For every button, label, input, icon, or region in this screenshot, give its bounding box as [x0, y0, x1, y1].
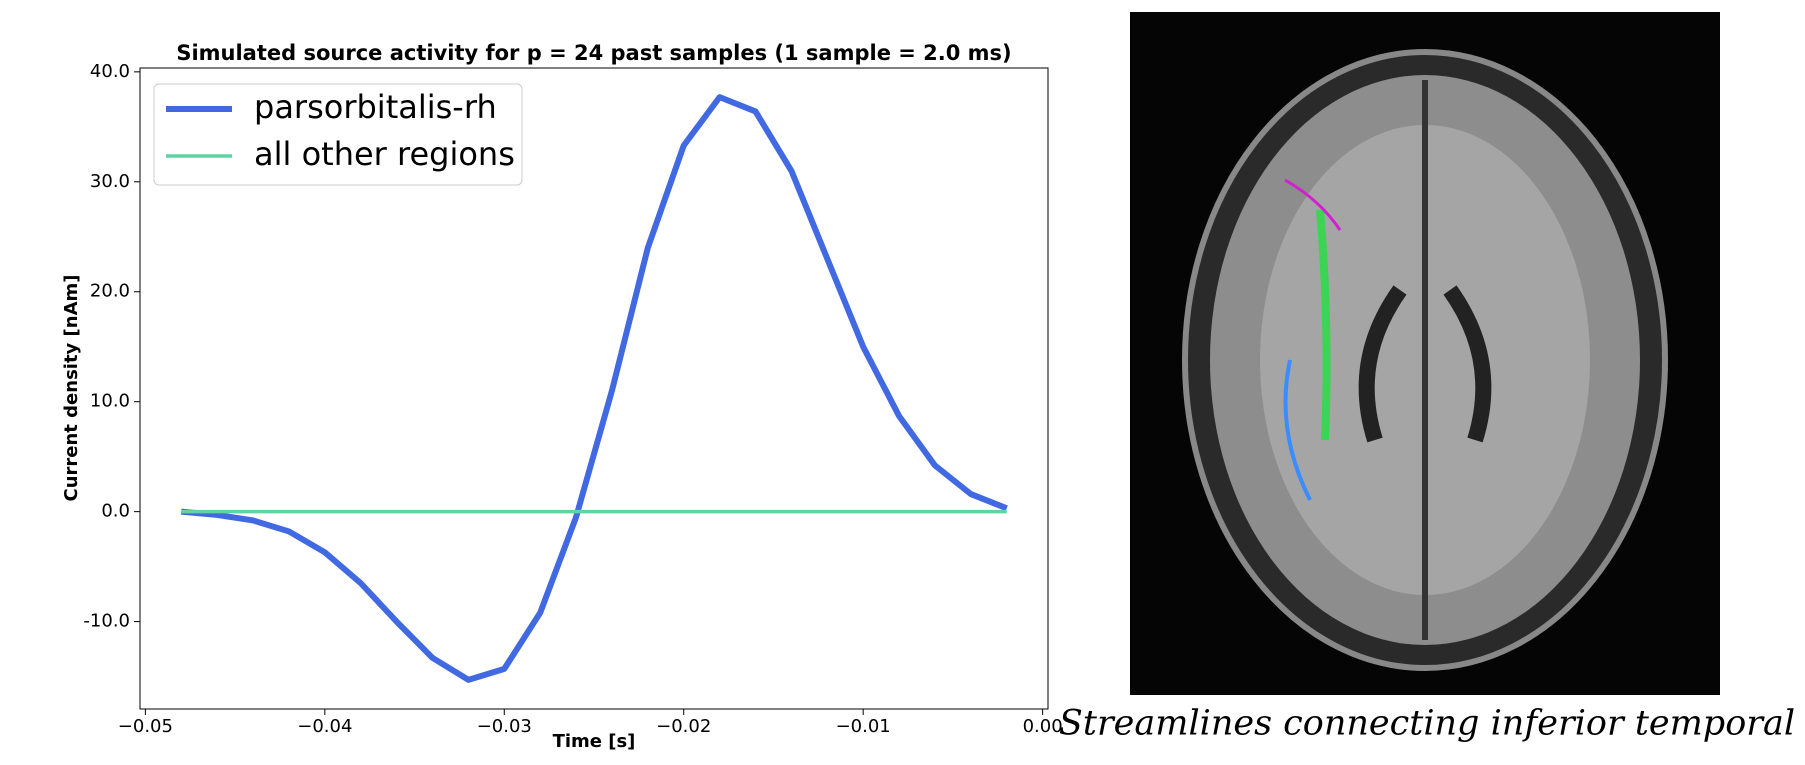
y-tick-label: 20.0 [90, 281, 130, 302]
x-tick-label: −0.03 [477, 716, 532, 737]
y-tick-label: 40.0 [90, 61, 130, 82]
x-tick-label: 0.00 [1023, 716, 1063, 737]
legend-label: parsorbitalis-rh [254, 88, 497, 126]
image-caption: Streamlines connecting inferior temporal [1059, 704, 1795, 744]
series-line [180, 94, 1008, 683]
y-axis-label: Current density [nAm] [61, 274, 82, 501]
legend-label: all other regions [254, 135, 515, 173]
y-tick-label: 10.0 [90, 391, 130, 412]
brain-image [1130, 12, 1720, 695]
chart-title: Simulated source activity for p = 24 pas… [176, 41, 1011, 65]
y-tick-label: 0.0 [101, 501, 130, 522]
legend-box [153, 83, 523, 186]
x-tick-label: −0.02 [656, 716, 711, 737]
y-tick-label: 30.0 [90, 171, 130, 192]
y-tick-label: -10.0 [83, 611, 130, 632]
x-tick-label: −0.05 [118, 716, 173, 737]
x-tick-label: −0.04 [297, 716, 352, 737]
x-axis-label: Time [s] [553, 731, 636, 752]
x-tick-label: −0.01 [836, 716, 891, 737]
plot-frame [139, 67, 1049, 710]
